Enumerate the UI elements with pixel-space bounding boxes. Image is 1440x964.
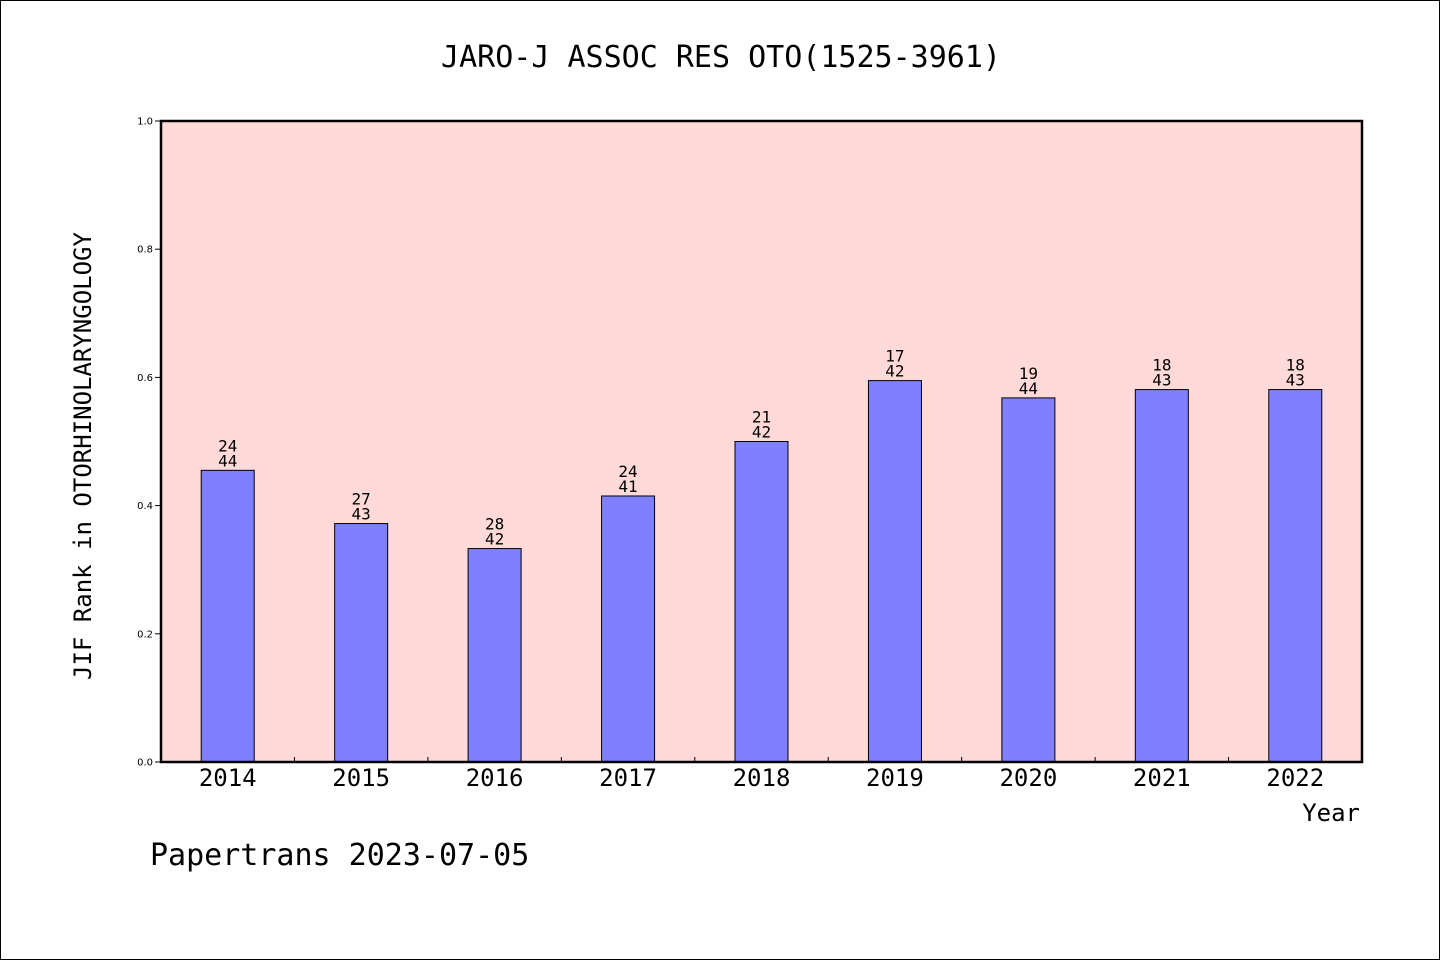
bar-2017: [601, 495, 656, 763]
bar-rank-label-2020: 19: [1019, 364, 1038, 383]
bar-rank-label-2015: 27: [352, 490, 371, 509]
bar-total-label-2017: 41: [618, 477, 637, 496]
x-axis-label: Year: [1302, 799, 1360, 827]
chart-title: JARO-J ASSOC RES OTO(1525-3961): [441, 40, 1001, 75]
bar-rank-label-2022: 18: [1286, 356, 1305, 375]
footer-text: Papertrans 2023-07-05: [150, 838, 529, 873]
bar-rank-label-2019: 17: [885, 347, 904, 366]
y-tick-label: 1.0: [137, 117, 153, 128]
bar-rank-label-2017: 24: [618, 462, 637, 481]
bar-2020: [1001, 397, 1056, 763]
bar-2016: [467, 548, 522, 763]
x-tick-label-2016: 2016: [466, 764, 524, 792]
bar-2018: [734, 441, 789, 763]
bar-2015: [334, 523, 389, 763]
x-tick-label-2014: 2014: [199, 764, 257, 792]
bar-2014: [200, 469, 255, 763]
x-tick-label-2017: 2017: [599, 764, 657, 792]
bar-total-label-2016: 42: [485, 530, 504, 549]
y-tick-label: 0.0: [137, 758, 153, 769]
x-tick-label-2018: 2018: [733, 764, 791, 792]
x-tick-label-2022: 2022: [1266, 764, 1324, 792]
bar-rank-label-2016: 28: [485, 515, 504, 534]
bar-total-label-2018: 42: [752, 423, 771, 442]
bar-total-label-2022: 43: [1286, 371, 1305, 390]
x-tick-label-2019: 2019: [866, 764, 924, 792]
plot-border: [159, 119, 1364, 764]
bar-total-label-2015: 43: [352, 505, 371, 524]
bar-total-label-2020: 44: [1019, 379, 1038, 398]
bar-total-label-2019: 42: [885, 362, 904, 381]
bar-2021: [1134, 389, 1189, 763]
bar-2019: [867, 380, 922, 763]
bar-total-label-2014: 44: [218, 451, 237, 470]
x-tick-label-2020: 2020: [999, 764, 1057, 792]
bar-total-label-2021: 43: [1152, 371, 1171, 390]
bar-rank-label-2021: 18: [1152, 356, 1171, 375]
bar-rank-label-2014: 24: [218, 436, 237, 455]
y-axis-label: JIF Rank in OTORHINOLARYNGOLOGY: [69, 231, 97, 679]
x-tick-label-2015: 2015: [332, 764, 390, 792]
y-tick-label: 0.6: [137, 373, 153, 384]
y-tick-label: 0.8: [137, 245, 153, 256]
y-tick-label: 0.4: [137, 501, 153, 512]
x-tick-label-2021: 2021: [1133, 764, 1191, 792]
bar-2022: [1268, 389, 1323, 763]
bar-rank-label-2018: 21: [752, 408, 771, 427]
y-tick-label: 0.2: [137, 629, 153, 640]
